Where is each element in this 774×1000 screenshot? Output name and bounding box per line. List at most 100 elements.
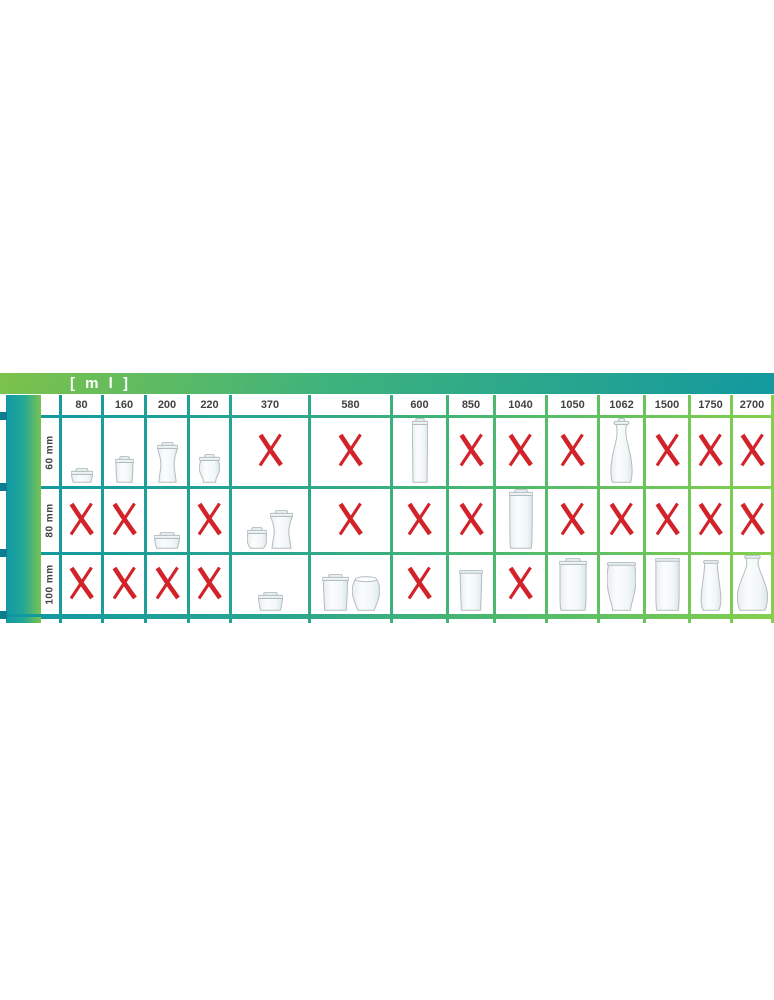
matrix-cell [646, 555, 688, 614]
straight-jar-icon [114, 456, 134, 483]
matrix-cell [62, 555, 101, 614]
red-cross-icon [506, 564, 535, 606]
red-cross-icon [558, 500, 587, 542]
matrix-cell [62, 489, 101, 552]
cylinder-jar-icon [508, 489, 533, 549]
matrix-cell [548, 555, 597, 614]
bottom-stub-cell [600, 619, 643, 623]
matrix-cell [496, 555, 545, 614]
red-cross-icon [336, 431, 365, 473]
matrix-cell [104, 489, 144, 552]
row-label-cell: 80 mm [41, 489, 59, 552]
row-label: 100 mm [44, 564, 56, 605]
dropbottle-jar-icon [700, 560, 722, 611]
matrix-cell [62, 418, 101, 486]
matrix-cell [496, 418, 545, 486]
matrix-cell [190, 555, 229, 614]
size-matrix-grid: 80 160 200 220 370 580 600 850 1040 1050 1062 1500 1… [6, 395, 774, 623]
red-cross-icon [738, 431, 767, 473]
column-header: 1050 [548, 395, 597, 415]
column-header: 1062 [600, 395, 643, 415]
red-cross-icon [506, 431, 535, 473]
matrix-cell [548, 418, 597, 486]
red-cross-icon [67, 564, 96, 606]
red-cross-icon [110, 500, 139, 542]
matrix-cell [449, 555, 493, 614]
bottom-stub-cell [104, 619, 144, 623]
matrix-cell [393, 489, 446, 552]
bottom-stub-cell [147, 619, 187, 623]
matrix-cell [104, 418, 144, 486]
straight-jar-icon [321, 574, 349, 611]
red-cross-icon [195, 564, 224, 606]
ml-unit-label: [ m l ] [70, 375, 131, 392]
red-cross-icon [336, 500, 365, 542]
column-header: 220 [190, 395, 229, 415]
matrix-cell [548, 489, 597, 552]
left-gradient-bar-stub [6, 617, 41, 623]
red-cross-icon [696, 500, 725, 542]
matrix-cell [232, 418, 308, 486]
matrix-cell [104, 555, 144, 614]
matrix-cell [496, 489, 545, 552]
ml-header-bar: [ m l ] [0, 373, 774, 394]
matrix-cell [232, 489, 308, 552]
column-header: 370 [232, 395, 308, 415]
bottom-stub-cell [41, 619, 59, 623]
red-cross-icon [67, 500, 96, 542]
bottom-stub-cell [393, 619, 446, 623]
matrix-cell [190, 418, 229, 486]
row-label: 60 mm [44, 434, 56, 470]
row-label: 80 mm [44, 503, 56, 538]
column-header: 200 [147, 395, 187, 415]
row-divider-tab [0, 611, 7, 619]
waisted-jar-icon [270, 510, 293, 549]
matrix-cell [449, 418, 493, 486]
tulipbig-jar-icon [607, 562, 636, 611]
row-divider-tab [0, 483, 7, 491]
bottom-stub-cell [733, 619, 771, 623]
bigbottle-jar-icon [736, 555, 768, 611]
red-cross-icon [405, 500, 434, 542]
cylinder-jar-icon [654, 558, 680, 611]
matrix-cell [311, 418, 390, 486]
red-cross-icon [457, 431, 486, 473]
tulip-jar-icon [199, 454, 220, 483]
bottom-stub-cell [311, 619, 390, 623]
red-cross-icon [607, 500, 636, 542]
bottom-stub-cell [691, 619, 730, 623]
waisted-jar-icon [156, 442, 178, 483]
row-label-cell: 100 mm [41, 555, 59, 614]
bottom-stub-cell [449, 619, 493, 623]
matrix-cell [147, 555, 187, 614]
red-cross-icon [696, 431, 725, 473]
column-header: 580 [311, 395, 390, 415]
matrix-cell [691, 418, 730, 486]
matrix-cell [190, 489, 229, 552]
bottle-jar-icon [610, 418, 633, 483]
red-cross-icon [405, 564, 434, 606]
matrix-cell [646, 418, 688, 486]
cylinder-jar-icon [558, 558, 587, 611]
matrix-cell [600, 418, 643, 486]
straight-jar-icon [459, 570, 483, 611]
tube-jar-icon [411, 418, 428, 483]
matrix-cell [733, 489, 771, 552]
bottom-stub-cell [62, 619, 101, 623]
row-divider-tab [0, 412, 7, 420]
red-cross-icon [738, 500, 767, 542]
column-header: 1750 [691, 395, 730, 415]
bottom-stub-cell [190, 619, 229, 623]
bottom-stub-cell [646, 619, 688, 623]
red-cross-icon [457, 500, 486, 542]
red-cross-icon [195, 500, 224, 542]
column-header: 850 [449, 395, 493, 415]
column-header: 600 [393, 395, 446, 415]
matrix-cell [393, 418, 446, 486]
red-cross-icon [653, 431, 682, 473]
red-cross-icon [256, 431, 285, 473]
matrix-cell [147, 418, 187, 486]
squat-jar-icon [257, 592, 283, 611]
bottom-stub-cell [496, 619, 545, 623]
